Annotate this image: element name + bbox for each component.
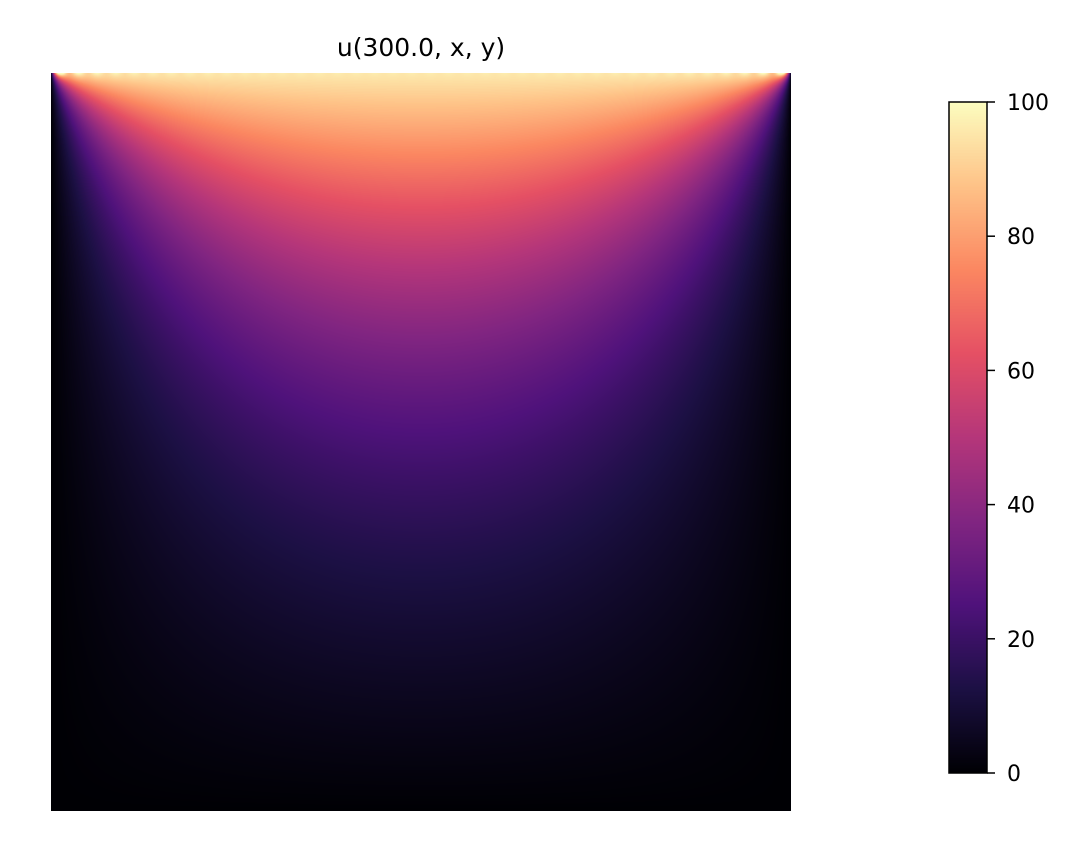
- colorbar-tick-label: 100: [1007, 91, 1049, 116]
- heatmap-image: [51, 73, 791, 811]
- colorbar-gradient: [949, 102, 987, 773]
- chart-title: u(300.0, x, y): [337, 33, 505, 62]
- colorbar-tick-label: 80: [1007, 225, 1035, 250]
- colorbar-tick-label: 60: [1007, 359, 1035, 384]
- colorbar-frame: [948, 101, 988, 774]
- colorbar-tick-label: 40: [1007, 494, 1035, 519]
- colorbar-tick-label: 20: [1007, 628, 1035, 653]
- colorbar-tick-label: 0: [1007, 762, 1021, 787]
- colorbar-ticks: 0 20 40 60 80 100: [987, 91, 1049, 787]
